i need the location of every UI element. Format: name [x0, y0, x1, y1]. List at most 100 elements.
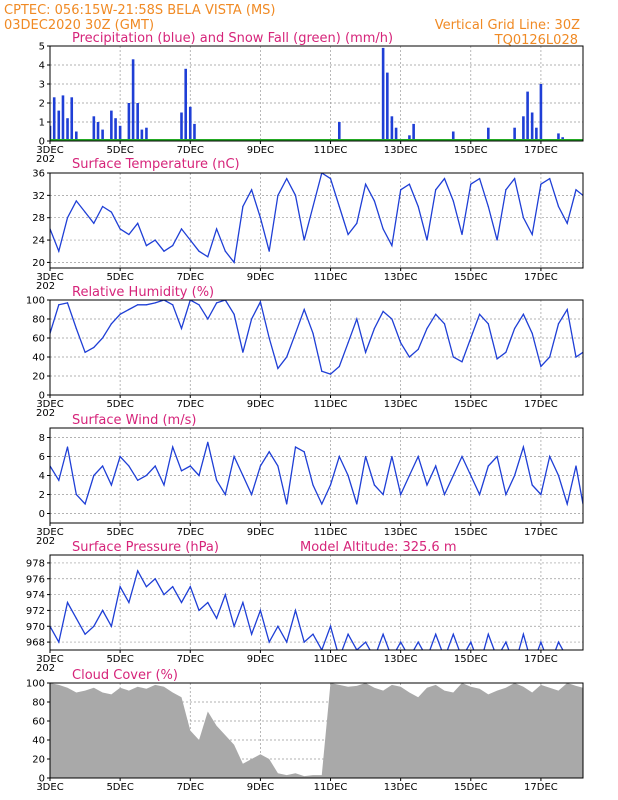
rh-point: [58, 304, 60, 306]
pressure-point: [452, 633, 454, 635]
pressure-point: [347, 633, 349, 635]
precip-bar: [57, 110, 61, 141]
pressure-panel: 968 970 972 974 976 978 3DEC 5DEC 7DEC 9DEC 11DEC 1…: [26, 540, 584, 674]
rh-point: [435, 313, 437, 315]
pressure-point: [582, 673, 583, 674]
rh-point: [242, 351, 244, 353]
pressure-point: [549, 665, 550, 666]
year-stub: 202: [36, 281, 55, 292]
y-tick-label: 974: [26, 590, 45, 601]
temp-point: [286, 177, 288, 180]
y-tick-label: 24: [32, 236, 45, 247]
y-tick-label: 2: [39, 99, 45, 110]
rh-point: [198, 304, 200, 306]
rh-point: [531, 332, 533, 334]
wind-point: [540, 493, 542, 496]
precip-bar: [74, 131, 78, 141]
wind-point: [294, 446, 297, 448]
wind-point: [426, 484, 428, 486]
pressure-point: [154, 578, 156, 580]
temp-point: [347, 233, 349, 236]
rh-point: [452, 356, 454, 358]
pressure-point: [145, 586, 148, 588]
x-tick-label: 15DEC: [454, 654, 488, 665]
temp-point: [172, 245, 174, 247]
rh-point: [119, 313, 121, 315]
precip-bar: [381, 47, 385, 141]
temp-point: [294, 194, 297, 196]
rh-point: [259, 301, 261, 303]
rh-point: [382, 310, 384, 312]
temp-point: [137, 222, 139, 224]
cloud-marks: [50, 683, 583, 778]
pressure-point: [487, 633, 489, 635]
rh-point: [391, 318, 393, 320]
x-tick-label: 3DEC: [36, 654, 63, 665]
rh-point: [137, 304, 139, 306]
rh-point: [443, 323, 446, 325]
temp-point: [382, 228, 384, 230]
temp-series-line: [50, 173, 583, 264]
x-tick-label: 5DEC: [106, 145, 133, 156]
temp-point: [84, 211, 86, 213]
panel-frame: [49, 299, 584, 396]
y-tick-label: 972: [26, 606, 45, 617]
x-tick-label: 5DEC: [106, 654, 133, 665]
rh-point: [93, 346, 95, 349]
temp-point: [242, 205, 244, 208]
rh-point: [145, 304, 148, 306]
wind-point: [84, 503, 86, 505]
pressure-point: [470, 641, 472, 643]
rh-point: [478, 313, 481, 315]
x-tick-label: 9DEC: [247, 145, 274, 156]
pressure-point: [93, 625, 95, 627]
rh-point: [294, 332, 297, 334]
x-tick-label: 15DEC: [454, 399, 488, 410]
pressure-point: [180, 601, 183, 604]
x-tick-label: 3DEC: [36, 527, 63, 538]
panel-frame: [49, 172, 584, 269]
wind-point: [110, 484, 112, 486]
temp-point: [549, 177, 551, 180]
x-tick-label: 13DEC: [384, 399, 418, 410]
rh-point: [172, 304, 174, 306]
x-tick-label: 13DEC: [384, 654, 418, 665]
temp-point: [443, 177, 446, 180]
x-tick-label: 11DEC: [314, 782, 348, 793]
cloud-panel: 0 20 40 60 80 100 3DEC 5DEC 7DEC 9DEC 11DEC 13DEC 15…: [26, 668, 584, 793]
x-tick-label: 11DEC: [314, 399, 348, 410]
pressure-point: [119, 586, 121, 588]
x-tick-label: 15DEC: [454, 527, 488, 538]
y-tick-label: 3: [39, 80, 45, 91]
temp-point: [514, 177, 516, 180]
temp-point: [435, 189, 437, 191]
wind-point: [382, 493, 384, 496]
temp-point: [66, 217, 69, 219]
pressure-point: [567, 657, 568, 658]
rh-point: [128, 308, 130, 311]
y-tick-label: 20: [32, 372, 45, 383]
x-tick-label: 7DEC: [177, 782, 204, 793]
wind-point: [522, 446, 524, 448]
wind-point: [443, 493, 446, 496]
temp-point: [522, 217, 524, 219]
pressure-point: [364, 641, 367, 643]
wind-point: [154, 465, 156, 467]
wind-point: [364, 455, 367, 458]
precip-bar: [539, 84, 543, 141]
pressure-point: [224, 593, 226, 596]
temp-point: [470, 183, 472, 185]
pressure-point: [312, 633, 314, 635]
wind-point: [137, 479, 139, 481]
x-tick-label: 9DEC: [247, 527, 274, 538]
rh-point: [75, 327, 77, 330]
y-tick-label: 0: [39, 391, 45, 402]
precip-bar: [136, 103, 139, 141]
rh-point: [540, 365, 542, 368]
precip-bar: [131, 59, 135, 141]
y-tick-label: 8: [39, 433, 45, 444]
wind-point: [101, 465, 104, 467]
wind-point: [505, 493, 507, 496]
x-tick-label: 9DEC: [247, 272, 274, 283]
rh-point: [522, 313, 524, 315]
